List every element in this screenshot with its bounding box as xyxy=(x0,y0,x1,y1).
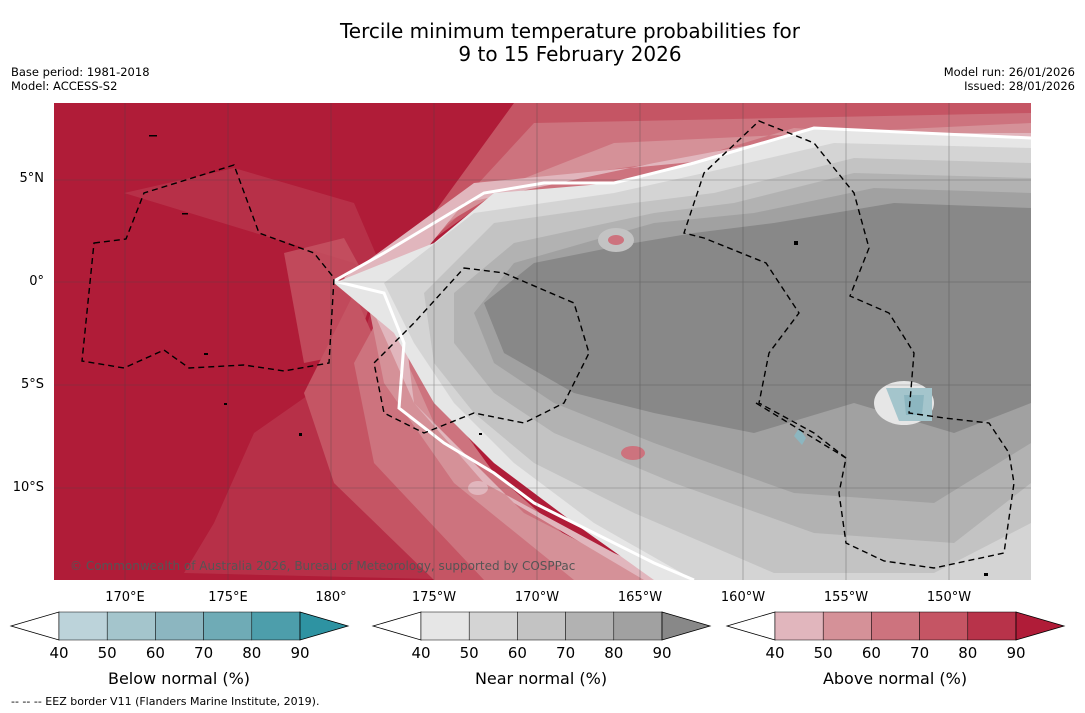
colorbar-high-arrow xyxy=(299,611,350,641)
lon-label-155w: 155°W xyxy=(823,590,869,605)
colorbar-segment xyxy=(203,611,253,641)
below-normal-colorbar xyxy=(9,611,350,641)
colorbar-tick-label: 40 xyxy=(49,644,69,662)
eez-borders xyxy=(81,120,1015,569)
lat-label-5s: 5°S xyxy=(20,377,44,392)
colorbar-low-arrow xyxy=(9,611,60,641)
colorbar-tick-label: 80 xyxy=(604,644,624,662)
model-name-text: Model: ACCESS-S2 xyxy=(11,79,118,93)
lat-label-0: 0° xyxy=(29,274,44,289)
graticule xyxy=(54,103,1031,580)
colorbar-tick-label: 40 xyxy=(411,644,431,662)
colorbars xyxy=(9,611,1066,641)
base-period-text: Base period: 1981-2018 xyxy=(11,65,150,79)
colorbar-tick-label: 50 xyxy=(97,644,117,662)
colorbar-segment xyxy=(58,611,108,641)
colorbar-segment xyxy=(517,611,566,641)
lon-label-175e: 175°E xyxy=(208,590,248,605)
model-run-text: Model run: 26/01/2026 xyxy=(943,65,1075,79)
lon-label-170w: 170°W xyxy=(514,590,560,605)
near-normal-colorbar xyxy=(371,611,712,641)
lon-label-150w: 150°W xyxy=(926,590,972,605)
colorbar-segment xyxy=(919,611,969,641)
colorbar-segment xyxy=(822,611,872,641)
colorbar-low-arrow xyxy=(725,611,776,641)
near-normal-label: Near normal (%) xyxy=(474,669,608,688)
issued-date-text: Issued: 28/01/2026 xyxy=(964,79,1075,93)
model-info: Base period: 1981-2018 Model: ACCESS-S2 xyxy=(11,65,150,93)
colorbar-tick-label: 90 xyxy=(652,644,672,662)
lon-label-160w: 160°W xyxy=(720,590,766,605)
lon-label-175w: 175°W xyxy=(411,590,457,605)
probability-map: © Commonwealth of Australia 2026, Bureau… xyxy=(54,103,1031,580)
colorbar-segment xyxy=(774,611,824,641)
title-line-1: Tercile minimum temperature probabilitie… xyxy=(339,19,801,43)
colorbar-tick-label: 50 xyxy=(459,644,479,662)
colorbar-tick-label: 60 xyxy=(861,644,881,662)
colorbar-segment xyxy=(155,611,204,641)
colorbar-segment xyxy=(106,611,156,641)
colorbar-tick-label: 70 xyxy=(910,644,930,662)
map-title: Tercile minimum temperature probabilitie… xyxy=(0,20,1085,66)
colorbar-tick-label: 90 xyxy=(1006,644,1026,662)
islands xyxy=(149,135,988,576)
colorbar-tick-label: 50 xyxy=(813,644,833,662)
lat-label-5n: 5°N xyxy=(19,171,45,186)
lon-label-180: 180° xyxy=(315,590,347,605)
above-normal-colorbar xyxy=(725,611,1066,641)
colorbar-segment xyxy=(613,611,663,641)
colorbar-tick-label: 70 xyxy=(556,644,576,662)
colorbar-segment xyxy=(967,611,1017,641)
colorbar-high-arrow xyxy=(1015,611,1066,641)
colorbar-tick-label: 80 xyxy=(958,644,978,662)
colorbar-segment xyxy=(251,611,301,641)
lon-label-165w: 165°W xyxy=(617,590,663,605)
colorbar-segment xyxy=(871,611,920,641)
title-line-2: 9 to 15 February 2026 xyxy=(458,42,682,66)
colorbar-high-arrow xyxy=(661,611,712,641)
colorbar-tick-label: 40 xyxy=(765,644,785,662)
copyright-text: © Commonwealth of Australia 2026, Bureau… xyxy=(70,559,575,573)
lat-label-10s: 10°S xyxy=(12,480,44,495)
colorbar-tick-label: 60 xyxy=(507,644,527,662)
below-normal-label: Below normal (%) xyxy=(107,669,251,688)
colorbar-tick-label: 70 xyxy=(194,644,214,662)
colorbar-tick-label: 90 xyxy=(290,644,310,662)
colorbar-segment xyxy=(565,611,615,641)
above-normal-label: Above normal (%) xyxy=(822,669,968,688)
colorbar-low-arrow xyxy=(371,611,422,641)
colorbar-segment xyxy=(468,611,518,641)
eez-footnote: -- -- -- EEZ border V11 (Flanders Marine… xyxy=(11,695,320,708)
colorbar-segment xyxy=(420,611,470,641)
issue-info: Model run: 26/01/2026 Issued: 28/01/2026 xyxy=(944,65,1075,93)
colorbar-tick-label: 80 xyxy=(242,644,262,662)
colorbar-tick-label: 60 xyxy=(145,644,165,662)
lon-label-170e: 170°E xyxy=(105,590,145,605)
